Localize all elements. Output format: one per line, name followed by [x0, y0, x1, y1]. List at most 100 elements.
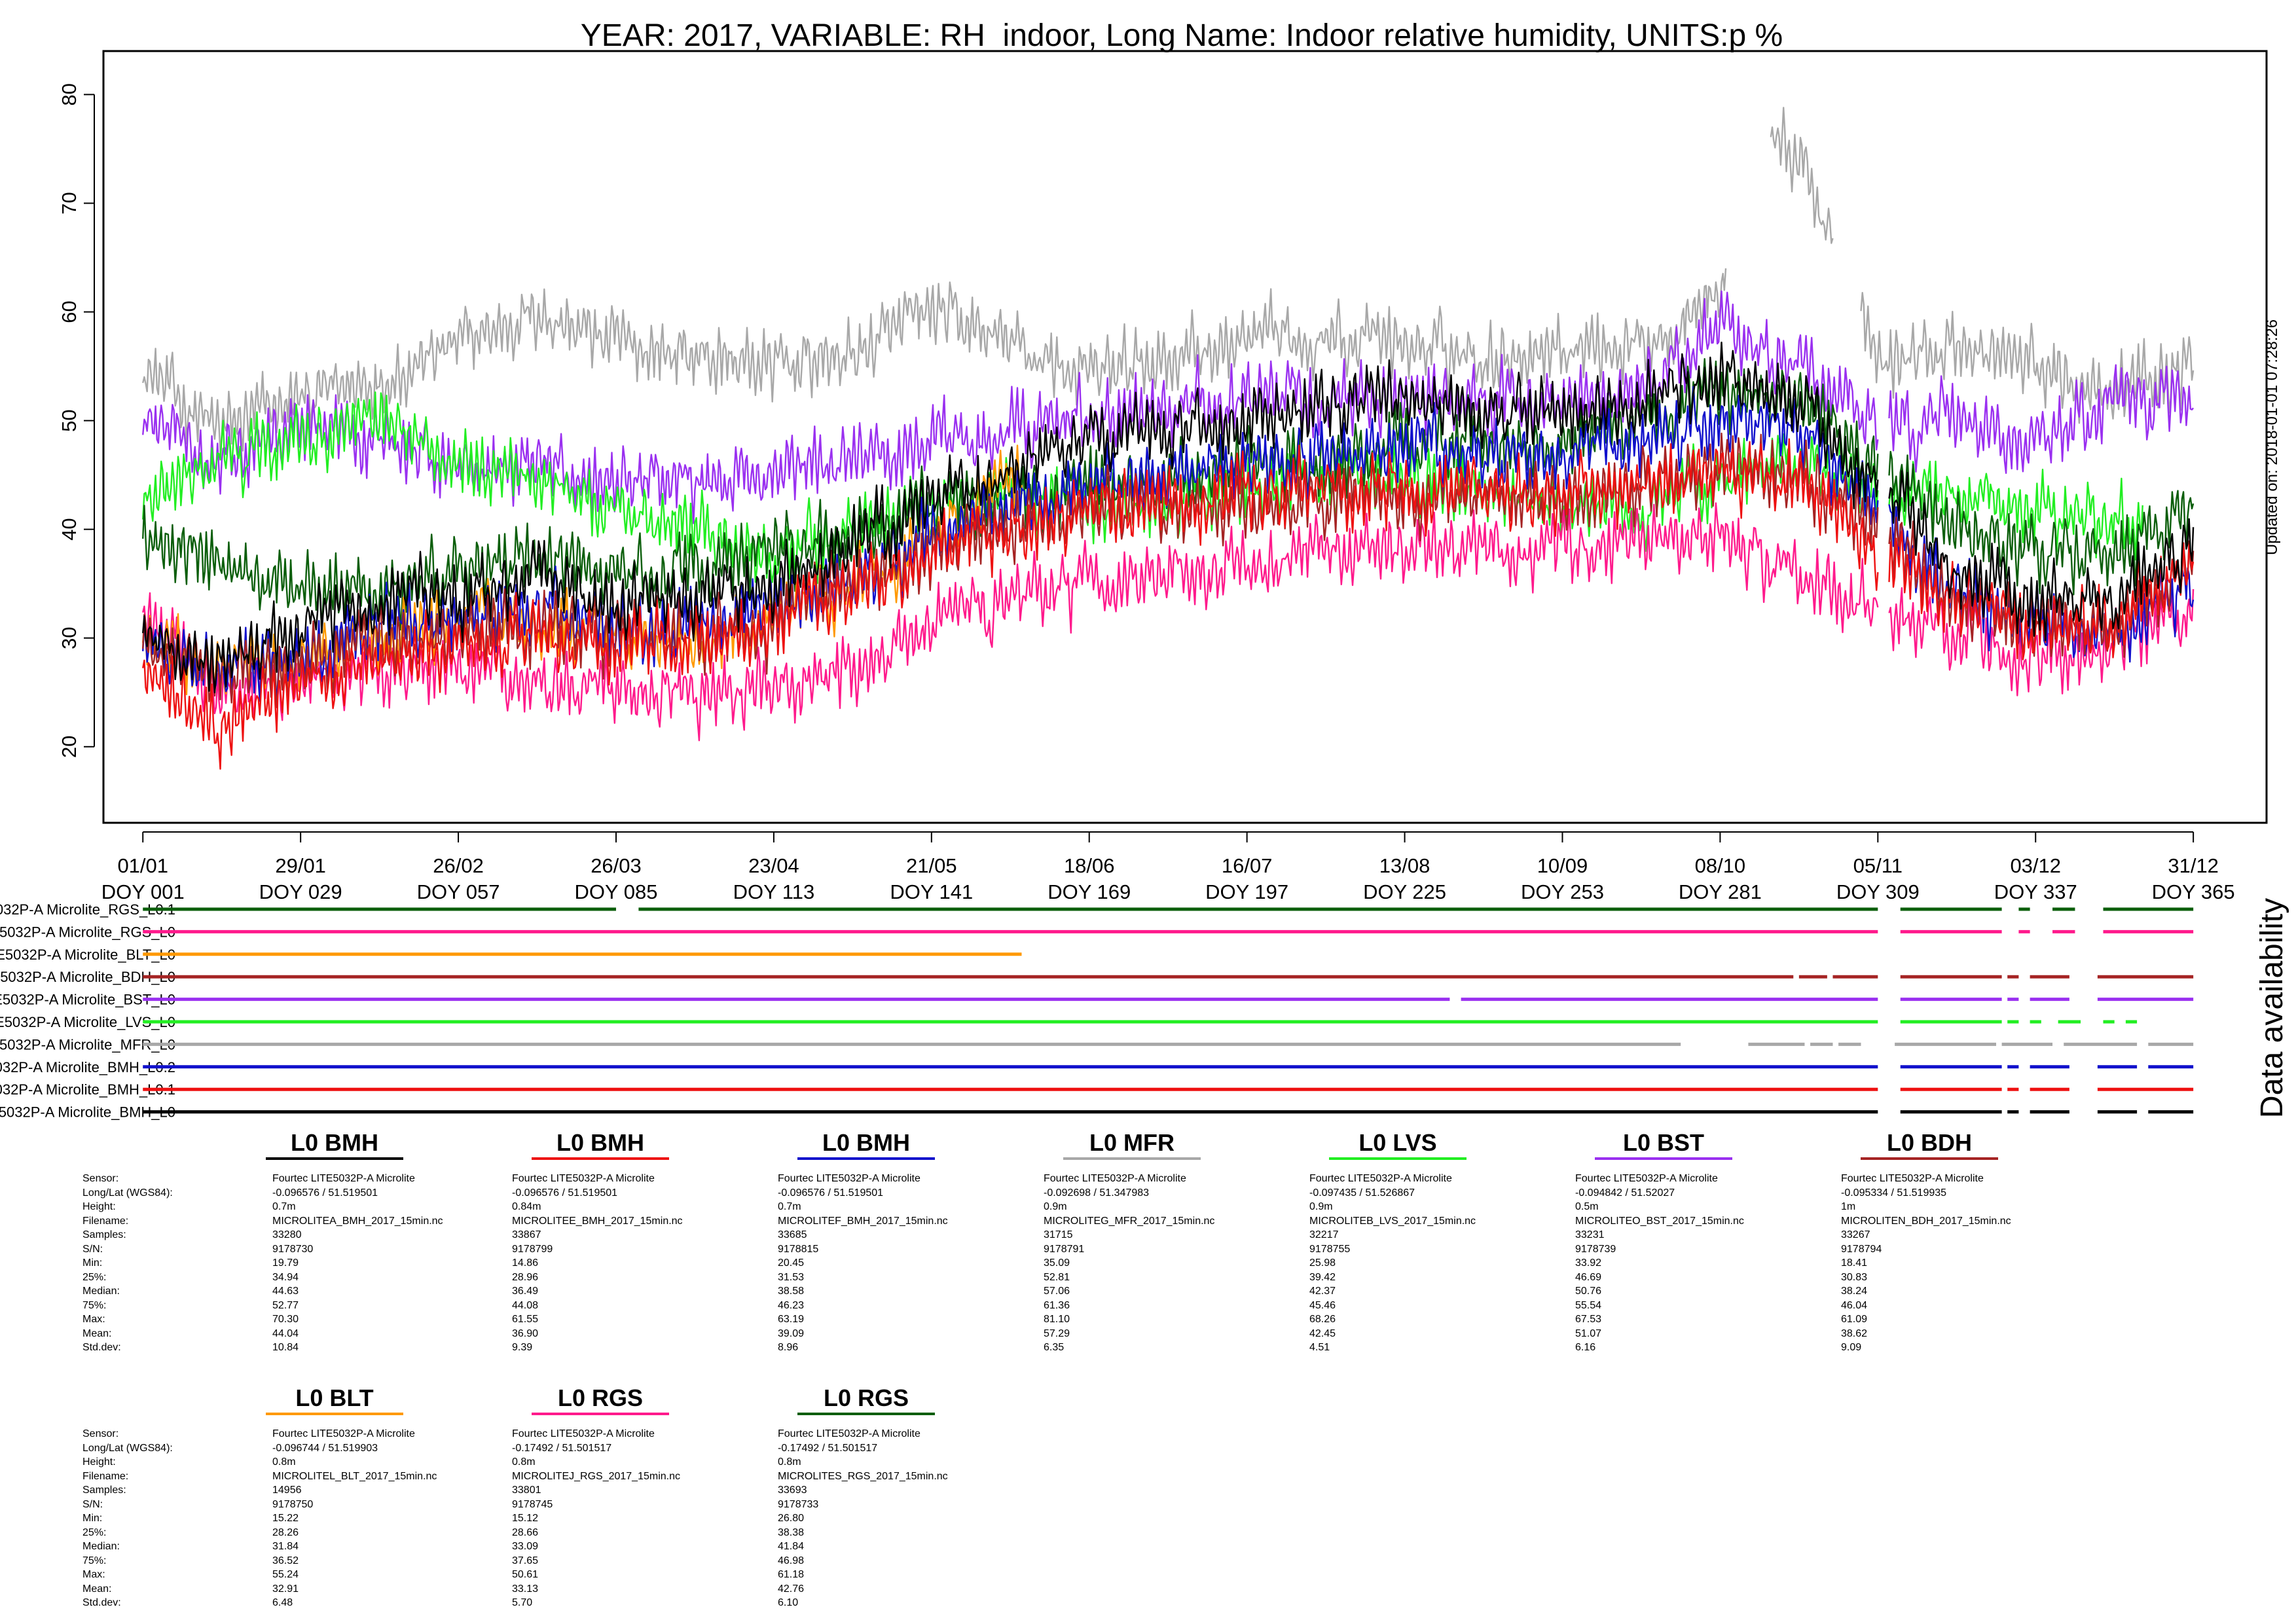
- stat-value: 0.9m: [1309, 1201, 1333, 1212]
- x-tick-doy: DOY 309: [1836, 880, 1920, 903]
- x-tick-doy: DOY 169: [1048, 880, 1131, 903]
- stat-row: 1m: [1841, 1200, 2296, 1214]
- stat-row: 0.9m: [1044, 1200, 1502, 1214]
- stat-row: 33.92: [1575, 1256, 2033, 1271]
- x-tick-date: 10/09: [1537, 854, 1588, 877]
- stat-label: 75%:: [82, 1299, 107, 1311]
- stat-row: Long/Lat (WGS84): -0.096744 / 51.519903: [82, 1441, 541, 1456]
- stat-row: Median: 44.63: [82, 1284, 541, 1299]
- stat-row: 33.13: [512, 1582, 970, 1597]
- stat-row: -0.097435 / 51.526867: [1309, 1186, 1768, 1200]
- stat-row: Std.dev: 6.48: [82, 1596, 541, 1610]
- x-tick-date: 01/01: [117, 854, 168, 877]
- stat-row: 39.09: [778, 1327, 1236, 1341]
- stat-row: Mean: 44.04: [82, 1327, 541, 1341]
- stat-row: 18.41: [1841, 1256, 2296, 1271]
- panel-heading: L0 BMH: [291, 1129, 378, 1156]
- stat-value: 9178799: [512, 1243, 553, 1255]
- panel-heading: L0 MFR: [1089, 1129, 1175, 1156]
- x-tick-date: 26/03: [591, 854, 642, 877]
- stat-value: Fourtec LITE5032P-A Microlite: [1309, 1173, 1452, 1184]
- stat-row: MICROLITEE_BMH_2017_15min.nc: [512, 1214, 970, 1229]
- stat-value: Fourtec LITE5032P-A Microlite: [778, 1173, 920, 1184]
- stat-value: 46.23: [778, 1299, 805, 1311]
- stat-row: 6.35: [1044, 1341, 1502, 1355]
- stat-label: Max:: [82, 1569, 105, 1580]
- stat-value: 55.54: [1575, 1299, 1602, 1311]
- x-tick-date: 29/01: [275, 854, 326, 877]
- stat-row: 8.96: [778, 1341, 1236, 1355]
- stat-value: 0.7m: [778, 1201, 801, 1212]
- stat-row: 61.55: [512, 1312, 970, 1327]
- stat-value: 4.51: [1309, 1342, 1330, 1353]
- stat-value: 63.19: [778, 1314, 805, 1325]
- stat-row: 39.42: [1309, 1271, 1768, 1285]
- stat-value: 41.84: [778, 1541, 805, 1552]
- stat-value: Fourtec LITE5032P-A Microlite: [1841, 1173, 1984, 1184]
- stat-value: 55.24: [272, 1569, 299, 1580]
- stat-value: -0.092698 / 51.347983: [1044, 1187, 1150, 1199]
- panel-heading: L0 BLT: [295, 1384, 374, 1411]
- panel-color-line: [797, 1413, 935, 1415]
- stat-row: 33.09: [512, 1540, 970, 1554]
- stat-label: 25%:: [82, 1526, 107, 1538]
- stat-value: 1m: [1841, 1201, 1856, 1212]
- stat-row: 5.70: [512, 1596, 970, 1610]
- stat-row: Fourtec LITE5032P-A Microlite: [778, 1172, 1236, 1186]
- panel-stats: Fourtec LITE5032P-A Microlite -0.094842 …: [1575, 1172, 2033, 1355]
- stat-row: Long/Lat (WGS84): -0.096576 / 51.519501: [82, 1186, 541, 1200]
- stat-row: 31.53: [778, 1271, 1236, 1285]
- x-tick-doy: DOY 141: [890, 880, 973, 903]
- panel-color-line: [532, 1413, 669, 1415]
- stat-value: MICROLITEA_BMH_2017_15min.nc: [272, 1215, 443, 1227]
- stat-value: 28.26: [272, 1526, 299, 1538]
- stat-value: 38.38: [778, 1526, 805, 1538]
- y-tick-label: 20: [58, 736, 81, 758]
- stat-value: 15.22: [272, 1513, 299, 1524]
- stat-value: 28.96: [512, 1271, 539, 1283]
- stat-row: Sensor: Fourtec LITE5032P-A Microlite: [82, 1427, 541, 1441]
- stat-row: Min: 19.79: [82, 1256, 541, 1271]
- panel-color-line: [1329, 1157, 1467, 1160]
- stat-value: 14956: [272, 1485, 302, 1496]
- stat-value: 31.53: [778, 1271, 805, 1283]
- stat-value: -0.096576 / 51.519501: [272, 1187, 378, 1199]
- stat-value: 35.09: [1044, 1257, 1070, 1269]
- stat-value: 33267: [1841, 1229, 1870, 1240]
- series-lines: [142, 107, 2195, 770]
- stat-row: Height: 0.7m: [82, 1200, 541, 1214]
- stat-row: 0.5m: [1575, 1200, 2033, 1214]
- stat-value: 51.07: [1575, 1327, 1602, 1339]
- stat-value: 26.80: [778, 1513, 805, 1524]
- stat-value: 57.29: [1044, 1327, 1070, 1339]
- stat-value: 33867: [512, 1229, 541, 1240]
- stat-label: Mean:: [82, 1583, 112, 1595]
- stat-value: -0.096576 / 51.519501: [778, 1187, 884, 1199]
- stat-row: Fourtec LITE5032P-A Microlite: [778, 1427, 1236, 1441]
- stat-value: 46.69: [1575, 1271, 1602, 1283]
- stat-row: 14.86: [512, 1256, 970, 1271]
- stat-row: Min: 15.22: [82, 1511, 541, 1526]
- stat-row: Max: 70.30: [82, 1312, 541, 1327]
- plot-frame: [102, 50, 2268, 824]
- stat-value: 33.09: [512, 1541, 539, 1552]
- stat-row: Std.dev: 10.84: [82, 1341, 541, 1355]
- stat-value: 67.53: [1575, 1314, 1602, 1325]
- stat-row: 33693: [778, 1483, 1236, 1498]
- stat-row: 50.61: [512, 1568, 970, 1582]
- x-tick-date: 31/12: [2168, 854, 2219, 877]
- stat-row: 9178799: [512, 1242, 970, 1257]
- stat-value: 39.42: [1309, 1271, 1336, 1283]
- stat-label: 25%:: [82, 1271, 107, 1283]
- stat-row: 28.96: [512, 1271, 970, 1285]
- stat-row: 9.39: [512, 1341, 970, 1355]
- stat-value: MICROLITEB_LVS_2017_15min.nc: [1309, 1215, 1476, 1227]
- x-tick-date: 03/12: [2010, 854, 2061, 877]
- stat-value: 38.58: [778, 1286, 805, 1297]
- stat-row: 32217: [1309, 1228, 1768, 1242]
- stat-value: 5.70: [512, 1597, 533, 1608]
- stat-row: 0.84m: [512, 1200, 970, 1214]
- stat-row: 75%: 36.52: [82, 1554, 541, 1568]
- y-tick-label: 30: [58, 626, 81, 649]
